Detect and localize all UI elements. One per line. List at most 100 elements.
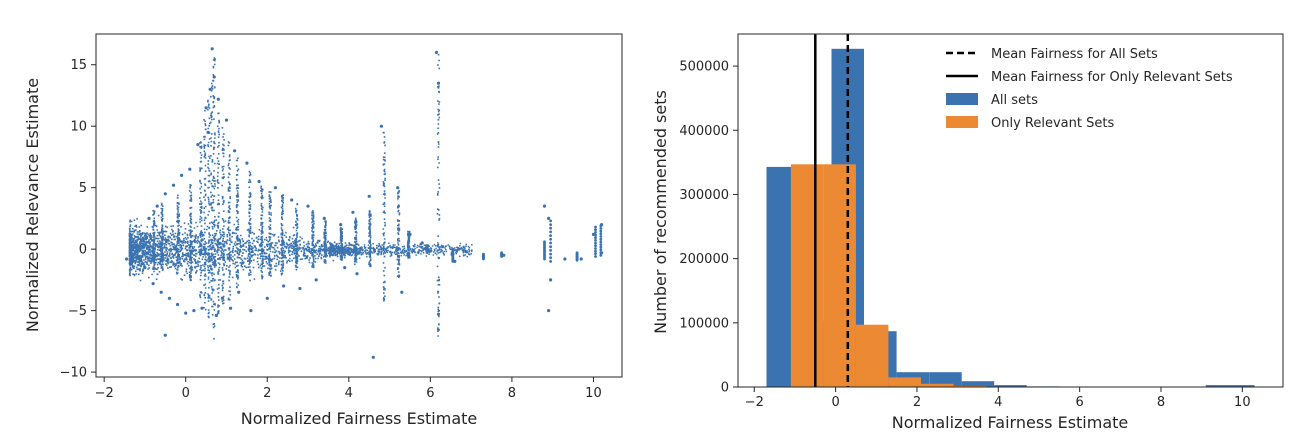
histogram-bar-all-sets	[1205, 385, 1255, 387]
histogram-y-tick-label: 500000	[679, 60, 729, 75]
histogram-mean-lines	[814, 34, 850, 387]
scatter-point	[159, 290, 163, 294]
scatter-y-tick-label: 0	[79, 243, 87, 258]
scatter-x-tick-label: −2	[95, 386, 114, 401]
scatter-point	[441, 245, 445, 249]
scatter-point	[599, 245, 603, 249]
scatter-point	[210, 47, 214, 51]
scatter-point	[379, 124, 383, 128]
scatter-point	[599, 253, 603, 257]
scatter-y-axis-title: Normalized Relevance Estimate	[23, 78, 42, 332]
scatter-point	[306, 204, 310, 208]
scatter-y-axis: −10 −5 0 5 10 15	[60, 58, 96, 381]
scatter-point	[549, 226, 552, 230]
scatter-point	[208, 87, 212, 91]
histogram-bars-only-relevant	[790, 164, 987, 387]
scatter-point	[549, 278, 553, 282]
histogram-x-tick-label: −2	[745, 395, 764, 410]
scatter-point	[599, 248, 603, 252]
scatter-point	[176, 302, 180, 307]
histogram-bar-all-sets	[994, 385, 1027, 387]
scatter-point	[549, 249, 552, 252]
scatter-point	[599, 237, 603, 241]
histogram-plot-frame	[737, 33, 1284, 388]
scatter-point	[339, 223, 343, 227]
scatter-point	[143, 266, 147, 270]
histogram-y-tick-label: 400000	[679, 124, 729, 139]
histogram-y-tick-label: 100000	[679, 316, 729, 331]
scatter-point	[547, 309, 551, 313]
scatter-point	[214, 313, 218, 318]
histogram-chart: −2 0 2 4 6 8 10 0 100000 200000 300000 400000 50000…	[651, 33, 1284, 432]
histogram-legend: Mean Fairness for All Sets Mean Fairness…	[946, 47, 1233, 131]
scatter-point	[298, 286, 302, 291]
scatter-point	[233, 149, 237, 153]
scatter-point	[594, 244, 597, 248]
scatter-point	[500, 251, 504, 255]
scatter-point	[131, 258, 135, 262]
scatter-dense-marks	[128, 53, 473, 340]
scatter-point	[594, 225, 597, 229]
scatter-chart: −2 0 2 4 6 8 10 −10 −5 0 5 10 15 Normalized Fairnes…	[23, 33, 623, 428]
scatter-point	[322, 216, 326, 220]
scatter-point	[549, 241, 552, 245]
histogram-x-tick-label: 10	[1234, 395, 1251, 410]
histogram-bar-only-relevant	[921, 383, 954, 387]
scatter-point	[171, 183, 176, 187]
histogram-x-tick-label: 6	[1076, 395, 1084, 410]
histogram-y-axis: 0 100000 200000 300000 400000 500000	[679, 60, 738, 396]
scatter-point	[265, 296, 269, 300]
scatter-point	[436, 312, 441, 316]
scatter-point	[594, 252, 597, 256]
scatter-point	[229, 306, 233, 310]
scatter-point	[216, 97, 220, 101]
scatter-point	[155, 204, 159, 208]
scatter-point	[594, 247, 597, 250]
scatter-point	[180, 173, 184, 177]
scatter-point	[594, 249, 597, 253]
scatter-point	[220, 296, 224, 300]
histogram-y-tick-label: 300000	[679, 188, 729, 203]
histogram-y-axis-title: Number of recommended sets	[651, 90, 670, 334]
scatter-x-tick-label: 0	[182, 386, 190, 401]
histogram-bar-only-relevant	[888, 377, 921, 387]
legend-swatch-only-relevant	[946, 116, 978, 128]
scatter-point	[599, 224, 603, 228]
scatter-point	[163, 192, 167, 196]
histogram-x-tick-label: 0	[831, 395, 839, 410]
scatter-point	[599, 243, 603, 247]
histogram-x-axis: −2 0 2 4 6 8 10	[745, 387, 1251, 410]
scatter-point	[282, 284, 286, 288]
scatter-point	[599, 235, 603, 238]
scatter-point	[594, 239, 597, 242]
scatter-point	[599, 229, 603, 233]
scatter-point	[237, 290, 241, 294]
scatter-point-cloud	[128, 53, 473, 340]
scatter-point	[549, 260, 552, 263]
legend-swatch-all-sets	[946, 93, 978, 105]
scatter-point	[542, 204, 547, 208]
scatter-point	[549, 237, 552, 241]
scatter-point	[599, 232, 603, 236]
scatter-point	[547, 216, 551, 220]
scatter-points	[125, 47, 604, 359]
legend-label-mean-all: Mean Fairness for All Sets	[991, 47, 1158, 62]
scatter-point	[451, 247, 455, 251]
scatter-point	[396, 186, 400, 190]
scatter-point	[594, 255, 597, 258]
scatter-point	[594, 228, 597, 232]
scatter-point	[549, 230, 552, 234]
scatter-point	[579, 257, 583, 261]
scatter-x-tick-label: 10	[585, 386, 602, 401]
histogram-y-tick-label: 200000	[679, 252, 729, 267]
scatter-point	[184, 311, 188, 315]
legend-label-all-sets: All sets	[991, 93, 1038, 108]
histogram-bar-all-sets	[961, 381, 995, 387]
scatter-point	[408, 232, 412, 236]
scatter-point	[549, 245, 552, 249]
scatter-x-tick-label: 6	[426, 386, 434, 401]
scatter-y-tick-label: 5	[79, 181, 87, 196]
histogram-x-tick-label: 2	[913, 395, 921, 410]
histogram-x-tick-label: 8	[1157, 395, 1165, 410]
